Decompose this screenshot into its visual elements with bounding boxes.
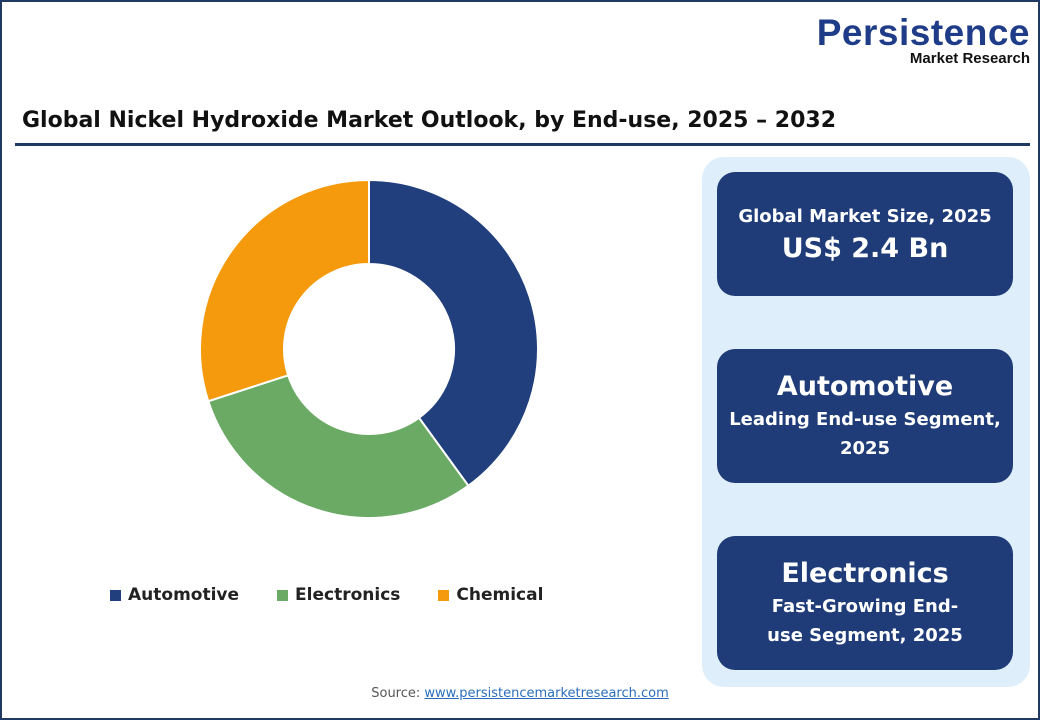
- legend-item-electronics: Electronics: [277, 585, 400, 605]
- card-value: US$ 2.4 Bn: [781, 232, 949, 264]
- donut-chart: [199, 178, 539, 520]
- source-note: Source: www.persistencemarketresearch.co…: [0, 686, 1040, 701]
- legend-item-chemical: Chemical: [438, 585, 543, 605]
- logo-line2: Market Research: [909, 50, 1030, 67]
- market-size-card: Global Market Size, 2025 US$ 2.4 Bn: [717, 172, 1013, 296]
- slice-automotive: [368, 178, 539, 488]
- chart-title: Global Nickel Hydroxide Market Outlook, …: [22, 108, 836, 133]
- card-value: Automotive: [776, 371, 954, 402]
- card-label: Leading End-use Segment, 2025: [729, 409, 1001, 459]
- leading-segment-card: Automotive Leading End-use Segment, 2025: [717, 349, 1013, 483]
- logo: Persistence Market Research: [816, 12, 1030, 67]
- legend-label: Chemical: [456, 585, 544, 605]
- fast-growing-card: Electronics Fast-Growing End-use Segment…: [717, 536, 1013, 670]
- source-link[interactable]: www.persistencemarketresearch.com: [424, 686, 669, 701]
- legend-swatch: [438, 589, 450, 601]
- legend-label: Automotive: [128, 585, 240, 605]
- legend-swatch: [110, 589, 121, 601]
- title-divider: [15, 143, 1030, 146]
- card-value: Electronics: [781, 558, 949, 589]
- slice-chemical: [199, 178, 370, 403]
- logo-line1: Persistence: [816, 12, 1030, 53]
- card-label: Fast-Growing End-use Segment, 2025: [767, 596, 963, 646]
- legend-swatch: [277, 589, 289, 601]
- slice-electronics: [207, 374, 470, 520]
- card-label: Global Market Size, 2025: [738, 205, 992, 227]
- legend-label: Electronics: [295, 585, 401, 605]
- legend: Automotive Electronics Chemical: [110, 585, 581, 605]
- legend-item-automotive: Automotive: [110, 585, 239, 605]
- source-label: Source:: [371, 686, 421, 701]
